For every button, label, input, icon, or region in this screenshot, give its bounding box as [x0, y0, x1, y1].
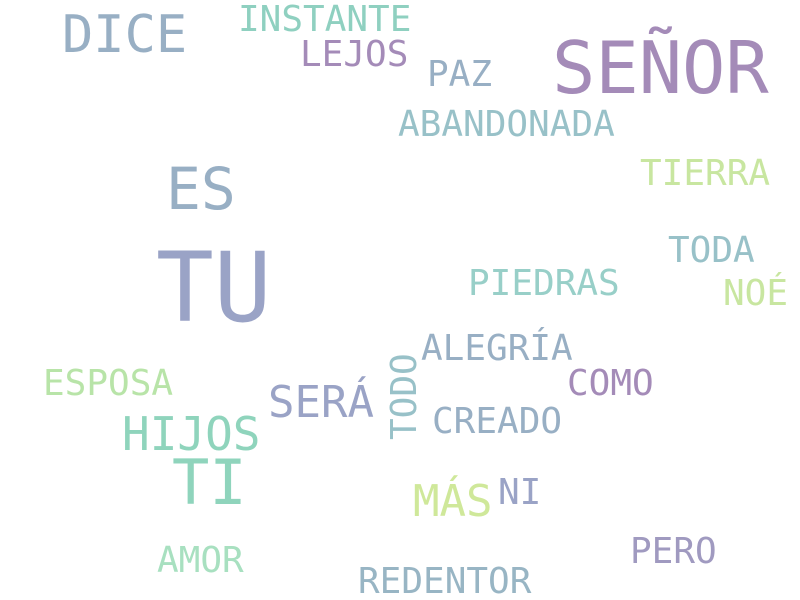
word-toda: TODA	[668, 230, 755, 271]
word-ni: NI	[498, 472, 542, 513]
word-esposa: ESPOSA	[43, 363, 174, 404]
word-abandonada: ABANDONADA	[398, 104, 615, 145]
word-tierra: TIERRA	[640, 153, 771, 194]
word-redentor: REDENTOR	[358, 561, 532, 600]
word-dice: DICE	[62, 5, 188, 65]
word-instante: INSTANTE	[238, 0, 412, 40]
word-senor: SEÑOR	[552, 26, 769, 110]
word-creado: CREADO	[432, 401, 563, 442]
word-noe: NOÉ	[723, 273, 789, 314]
word-pero: PERO	[630, 531, 717, 572]
word-como: COMO	[567, 363, 654, 404]
word-amor: AMOR	[157, 540, 244, 581]
word-lejos: LEJOS	[300, 34, 409, 75]
word-hijos: HIJOS	[122, 407, 261, 461]
word-ti: TI	[172, 446, 247, 519]
word-sera: SERÁ	[268, 377, 374, 428]
word-es: ES	[166, 155, 236, 223]
word-mas: MÁS	[413, 476, 493, 527]
word-paz: PAZ	[427, 54, 493, 95]
word-tu: TU	[156, 232, 272, 344]
word-alegria: ALEGRÍA	[421, 328, 573, 369]
word-piedras: PIEDRAS	[468, 263, 620, 304]
word-todo: TODO	[384, 353, 425, 440]
